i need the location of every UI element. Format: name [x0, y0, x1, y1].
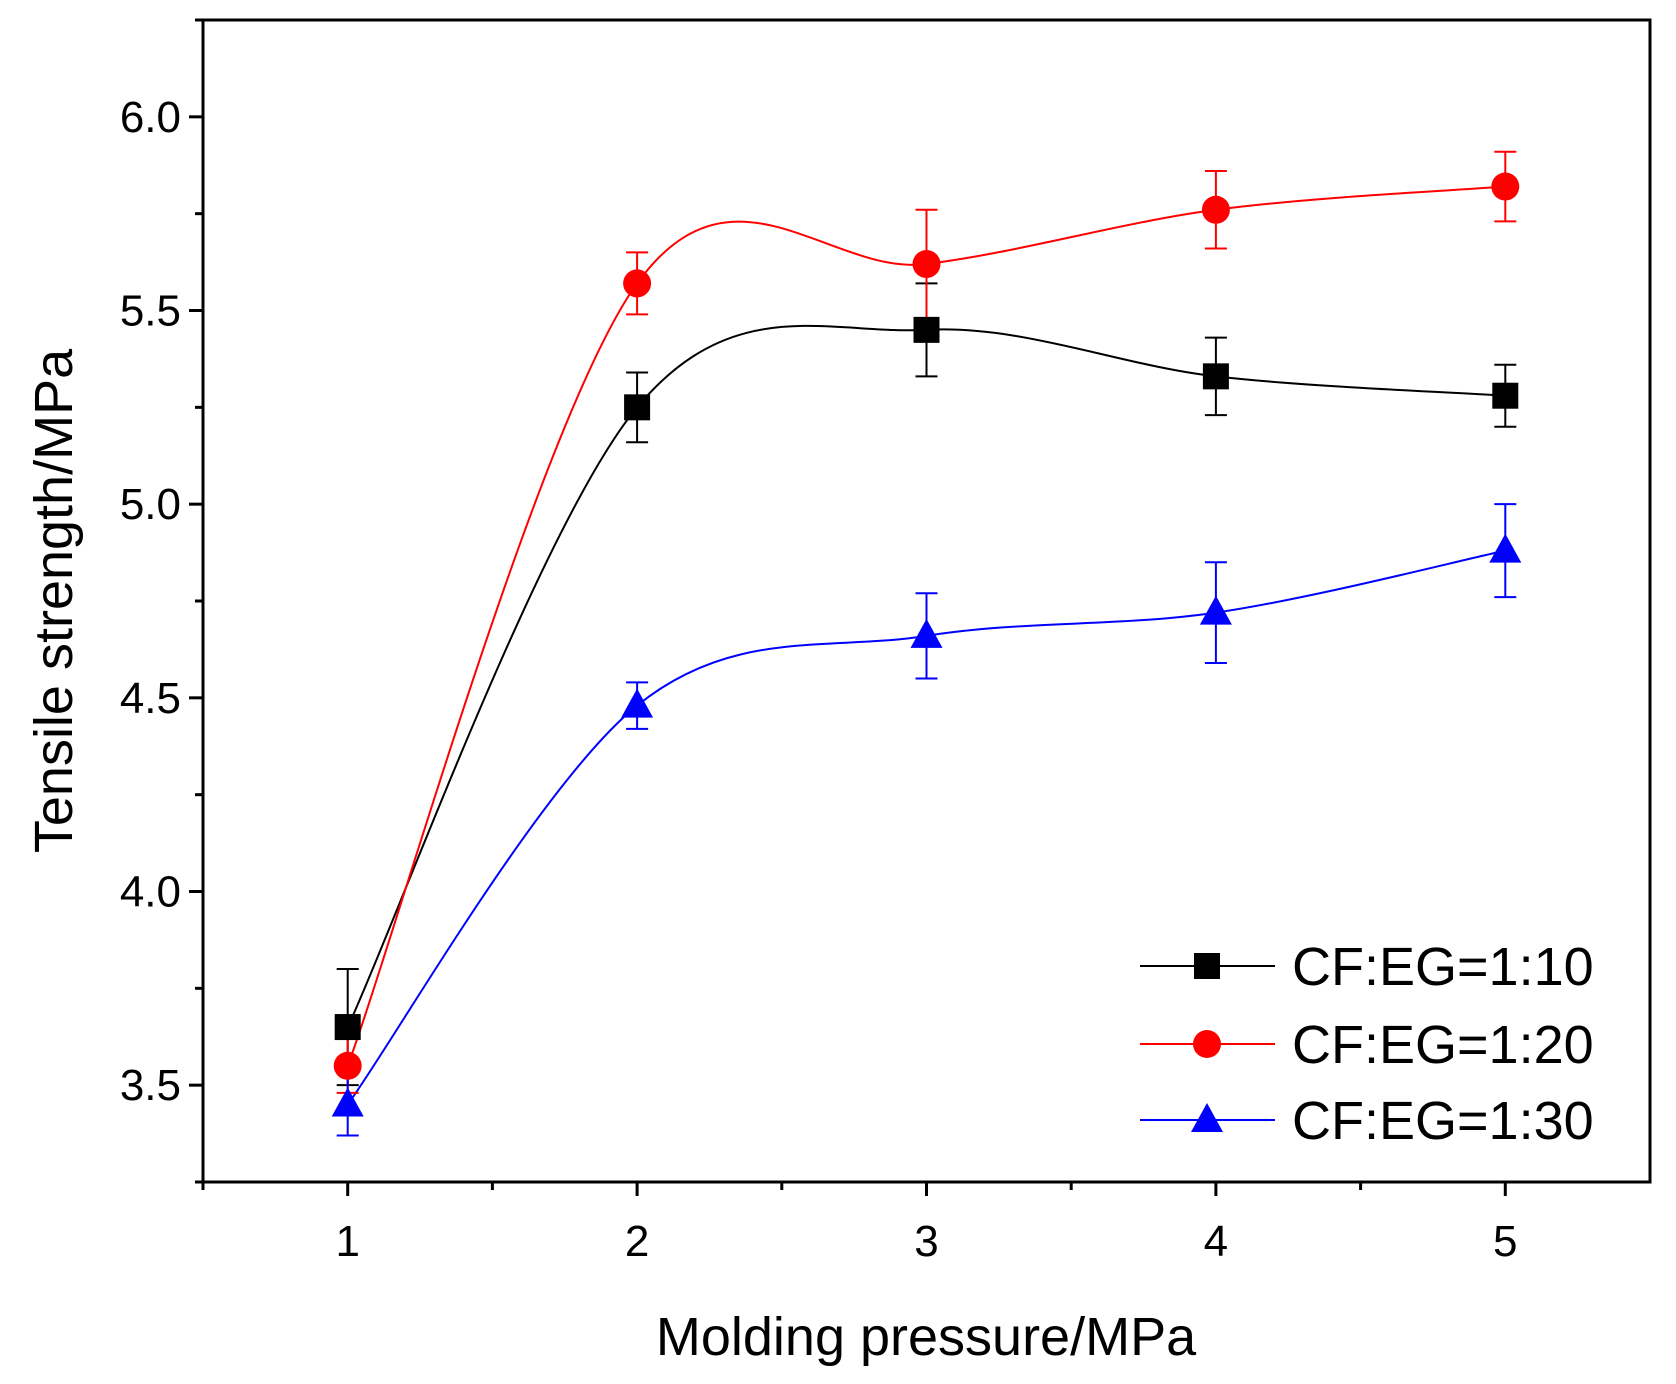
series-line-1	[346, 324, 1506, 1028]
x-tick-label: 2	[625, 1217, 649, 1266]
data-point	[334, 1014, 361, 1041]
series-line-2	[346, 185, 1506, 1067]
data-point	[1202, 363, 1229, 390]
x-axis-tick-labels: 1 2 3 4 5	[335, 1217, 1517, 1266]
legend-label: CF:EG=1:30	[1292, 1091, 1594, 1151]
data-point	[333, 1051, 362, 1080]
data-point	[624, 394, 651, 421]
y-tick-label: 4.5	[120, 674, 181, 723]
y-axis-ticks	[189, 18, 203, 1184]
legend-label: CF:EG=1:10	[1292, 937, 1594, 997]
data-point	[1489, 533, 1522, 563]
data-point	[1199, 595, 1232, 625]
y-axis-title: Tensile strength/MPa	[24, 348, 84, 853]
series-line-3	[346, 549, 1506, 1106]
data-point	[913, 316, 940, 343]
data-point	[1201, 195, 1230, 224]
y-axis-tick-labels: 3.5 4.0 4.5 5.0 5.5 6.0	[120, 93, 181, 1110]
x-axis-title: Molding pressure/MPa	[656, 1307, 1197, 1367]
data-point	[1491, 172, 1520, 201]
legend-marker	[1191, 1103, 1223, 1132]
y-tick-label: 3.5	[120, 1061, 181, 1110]
legend-label: CF:EG=1:20	[1292, 1015, 1594, 1075]
data-point	[623, 269, 652, 298]
x-axis-ticks	[201, 1182, 1507, 1196]
x-tick-label: 4	[1204, 1217, 1228, 1266]
x-tick-label: 3	[914, 1217, 938, 1266]
series-markers	[331, 172, 1522, 1117]
x-tick-label: 1	[335, 1217, 359, 1266]
y-tick-label: 4.0	[120, 868, 181, 917]
data-point	[1492, 382, 1519, 409]
y-tick-label: 5.0	[120, 480, 181, 529]
data-point	[621, 688, 654, 718]
data-point	[331, 1087, 364, 1117]
legend: CF:EG=1:10 CF:EG=1:20 CF:EG=1:30	[1140, 937, 1594, 1151]
series-curves	[346, 185, 1506, 1106]
y-tick-label: 5.5	[120, 287, 181, 336]
data-point	[910, 618, 943, 648]
data-point	[912, 250, 941, 279]
legend-marker	[1194, 953, 1220, 979]
legend-marker	[1193, 1030, 1221, 1058]
y-tick-label: 6.0	[120, 93, 181, 142]
x-tick-label: 5	[1493, 1217, 1517, 1266]
